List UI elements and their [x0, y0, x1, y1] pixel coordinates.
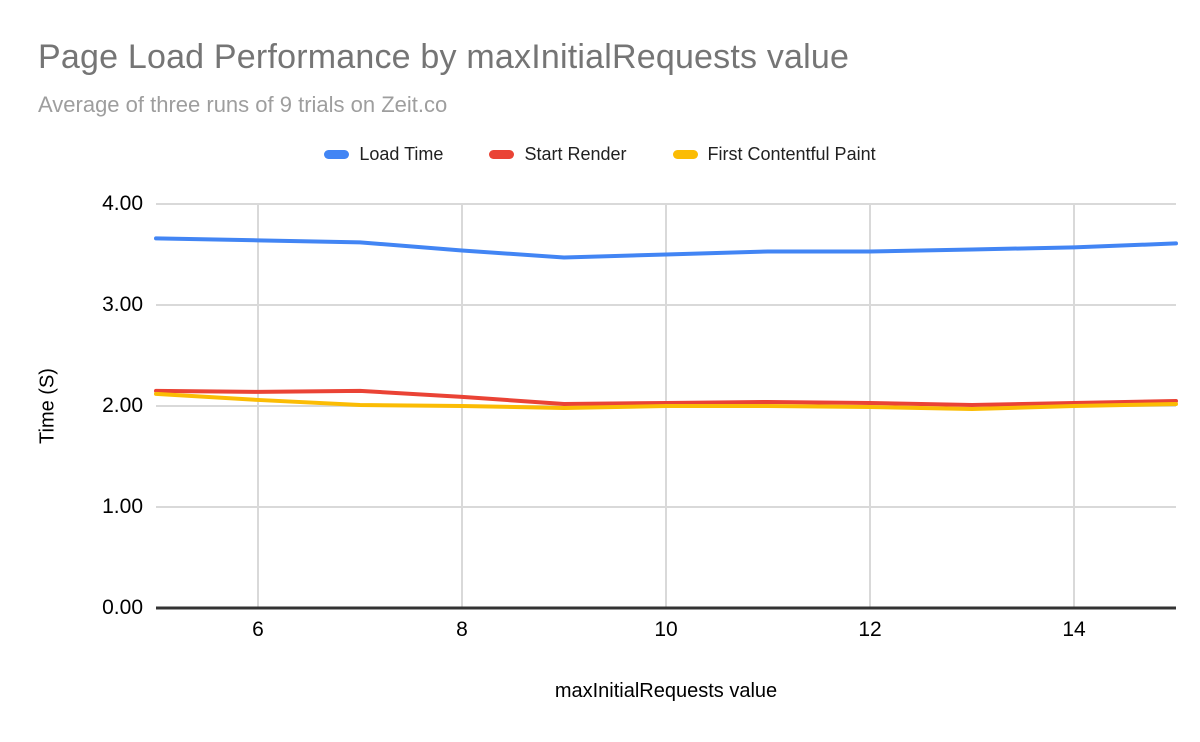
chart-title: Page Load Performance by maxInitialReque… [38, 38, 850, 76]
legend-swatch-icon [324, 150, 350, 159]
y-tick-label: 0.00 [102, 596, 143, 619]
series-line-first-contentful-paint [154, 391, 1178, 412]
legend-item-first-contentful-paint: First Contentful Paint [672, 144, 876, 165]
legend-label: Start Render [524, 144, 627, 164]
x-tick-label: 12 [858, 618, 882, 641]
x-tick-label: 8 [456, 618, 468, 641]
legend-item-start-render: Start Render [489, 144, 627, 165]
chart-subtitle: Average of three runs of 9 trials on Zei… [38, 92, 448, 117]
y-tick-label: 4.00 [102, 192, 143, 215]
y-tick-label: 1.00 [102, 495, 143, 518]
y-tick-label: 2.00 [102, 394, 143, 417]
x-tick-label: 10 [654, 618, 678, 641]
legend-swatch-icon [672, 150, 698, 159]
x-tick-label: 14 [1062, 618, 1086, 641]
plot-svg [154, 203, 1178, 610]
series-line-load-time [154, 236, 1178, 260]
legend-swatch-icon [489, 150, 515, 159]
x-axis-title: maxInitialRequests value [554, 680, 778, 702]
series-line-start-render [154, 388, 1178, 407]
legend-label: Load Time [359, 144, 444, 164]
y-tick-label: 3.00 [102, 293, 143, 316]
x-tick-label: 6 [252, 618, 264, 641]
chart-legend: Load Time Start Render First Contentful Pa… [0, 144, 1200, 165]
legend-label: First Contentful Paint [707, 144, 876, 164]
plot-area [154, 203, 1178, 610]
legend-item-load-time: Load Time [324, 144, 443, 165]
